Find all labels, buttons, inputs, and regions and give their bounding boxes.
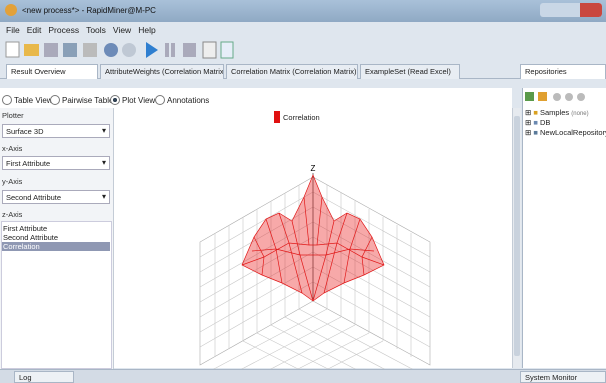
surface-plot: Z: [199, 164, 431, 370]
surface-outline: [241, 174, 385, 302]
x-axis-label: x-Axis: [2, 144, 23, 153]
menu-item[interactable]: Edit: [26, 25, 42, 35]
option-label: Plot View: [122, 96, 156, 105]
legend-swatch: [274, 111, 280, 123]
open-icon[interactable]: [24, 44, 39, 56]
title-bar: <new process*> - RapidMiner@M-PC: [0, 0, 606, 22]
plotter-label: Plotter: [2, 111, 24, 120]
pause-icon[interactable]: [165, 43, 169, 57]
scrollbar[interactable]: [512, 108, 521, 368]
db-icon: ■: [533, 118, 538, 127]
z-axis-label: z-Axis: [2, 210, 23, 219]
tab[interactable]: Result Overview: [6, 64, 98, 79]
report-icon[interactable]: [220, 41, 234, 59]
pause-icon[interactable]: [171, 43, 175, 57]
option-label: Table View: [14, 96, 53, 105]
undo-icon[interactable]: [104, 43, 118, 57]
tool-icon[interactable]: [538, 92, 547, 101]
saveas-icon[interactable]: [63, 43, 77, 57]
scroll-thumb[interactable]: [514, 116, 520, 356]
stop-icon[interactable]: [183, 43, 196, 57]
log-tab[interactable]: Log: [14, 371, 74, 383]
repository-toolbar: [525, 92, 585, 101]
bottom-bar: [0, 369, 606, 383]
tab[interactable]: AttributeWeights (Correlation Matrix): [100, 64, 224, 79]
tree-label: DB: [540, 118, 551, 127]
y-axis-label: y-Axis: [2, 177, 23, 186]
view-option[interactable]: Pairwise Table: [50, 95, 113, 105]
view-option[interactable]: Table View: [2, 95, 53, 105]
tab[interactable]: Correlation Matrix (Correlation Matrix): [226, 64, 358, 79]
surface: [241, 174, 385, 302]
folder-icon: ■: [533, 108, 538, 117]
tree-item[interactable]: ⊞ ■ DB: [525, 118, 551, 127]
grid-lines: [199, 185, 431, 370]
menu-item[interactable]: View: [112, 25, 132, 35]
repository-panel: [522, 88, 606, 368]
menu-item[interactable]: Tools: [86, 25, 106, 35]
tree-label: NewLocalRepository: [540, 128, 606, 137]
toolbar: [5, 41, 234, 59]
system-monitor-tab[interactable]: System Monitor: [520, 371, 606, 383]
save-icon[interactable]: [44, 43, 58, 57]
run-icon[interactable]: [146, 42, 158, 58]
x-axis-select[interactable]: First Attribute: [2, 156, 110, 170]
legend-label: Correlation: [283, 113, 320, 122]
print-icon[interactable]: [83, 43, 97, 57]
tool-icon[interactable]: [577, 93, 585, 101]
option-label: Annotations: [167, 96, 210, 105]
tool-icon[interactable]: [553, 93, 561, 101]
repo-icon: ■: [533, 128, 538, 137]
tree-label: Samples: [540, 108, 570, 117]
view-option[interactable]: Plot View: [110, 95, 155, 105]
option-label: Pairwise Table: [62, 96, 114, 105]
tree-item[interactable]: ⊞ ■ Samples (none): [525, 108, 589, 117]
surface-mesh: [241, 196, 385, 302]
panel-tab[interactable]: Repositories: [520, 64, 606, 79]
tree-note: (none): [571, 111, 589, 117]
list-item[interactable]: First Attribute: [3, 224, 48, 233]
validate-icon[interactable]: [202, 41, 217, 59]
list-item[interactable]: Second Attribute: [3, 233, 59, 242]
menu-item[interactable]: Help: [138, 25, 156, 35]
menu-item[interactable]: File: [6, 25, 20, 35]
menu-bar: File Edit Process Tools View Help: [6, 25, 306, 37]
list-item-selected[interactable]: Correlation: [2, 242, 110, 251]
app-icon: [5, 4, 17, 16]
close-button[interactable]: [580, 3, 602, 17]
tree-item[interactable]: ⊞ ■ NewLocalRepository: [525, 128, 606, 137]
view-option[interactable]: Annotations: [155, 95, 209, 105]
window-title: <new process*> - RapidMiner@M-PC: [22, 6, 156, 15]
y-axis-select[interactable]: Second Attribute: [2, 190, 110, 204]
window-controls[interactable]: [540, 3, 602, 17]
new-icon[interactable]: [5, 41, 20, 58]
plotter-select[interactable]: Surface 3D: [2, 124, 110, 138]
z-axis-label: Z: [311, 164, 316, 173]
tool-icon[interactable]: [565, 93, 573, 101]
redo-icon[interactable]: [122, 43, 136, 57]
tab[interactable]: ExampleSet (Read Excel): [360, 64, 460, 79]
menu-item[interactable]: Process: [48, 25, 80, 35]
tool-icon[interactable]: [525, 92, 534, 101]
